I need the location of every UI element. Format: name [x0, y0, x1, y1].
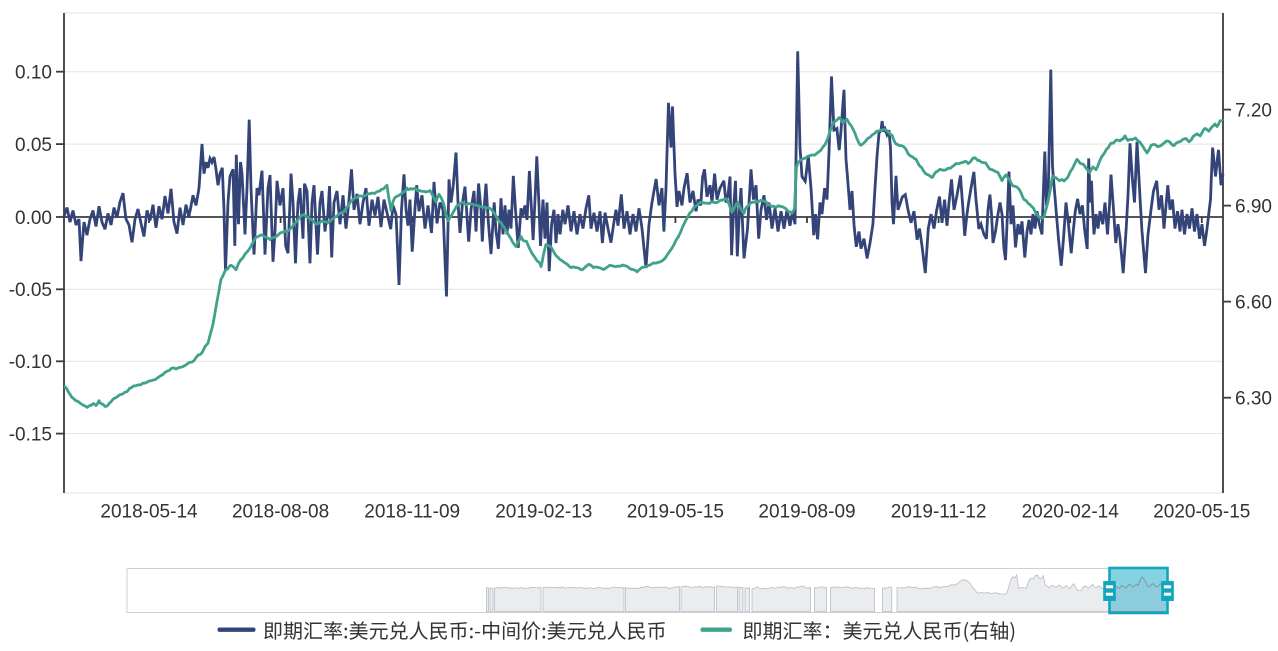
svg-text:0.10: 0.10 [15, 63, 52, 84]
svg-text:6.60: 6.60 [1235, 292, 1272, 313]
svg-text:2019-02-13: 2019-02-13 [495, 502, 592, 523]
svg-text:-0.10: -0.10 [9, 352, 52, 373]
svg-text:2019-11-12: 2019-11-12 [891, 502, 987, 523]
svg-text:2018-08-08: 2018-08-08 [232, 502, 329, 523]
svg-text:7.20: 7.20 [1235, 100, 1272, 121]
svg-text:6.90: 6.90 [1235, 196, 1272, 217]
svg-text:6.30: 6.30 [1235, 389, 1272, 410]
svg-text:0.05: 0.05 [15, 135, 52, 156]
svg-text:0.00: 0.00 [15, 208, 52, 229]
svg-text:2019-05-15: 2019-05-15 [627, 502, 724, 523]
svg-text:2018-11-09: 2018-11-09 [364, 502, 460, 523]
svg-text:2020-05-15: 2020-05-15 [1153, 502, 1250, 523]
svg-text:-0.15: -0.15 [9, 424, 52, 445]
svg-text:2020-02-14: 2020-02-14 [1022, 502, 1120, 523]
svg-text:-0.05: -0.05 [9, 280, 52, 301]
svg-text:2018-05-14: 2018-05-14 [100, 502, 198, 523]
svg-text:2019-08-09: 2019-08-09 [758, 502, 855, 523]
